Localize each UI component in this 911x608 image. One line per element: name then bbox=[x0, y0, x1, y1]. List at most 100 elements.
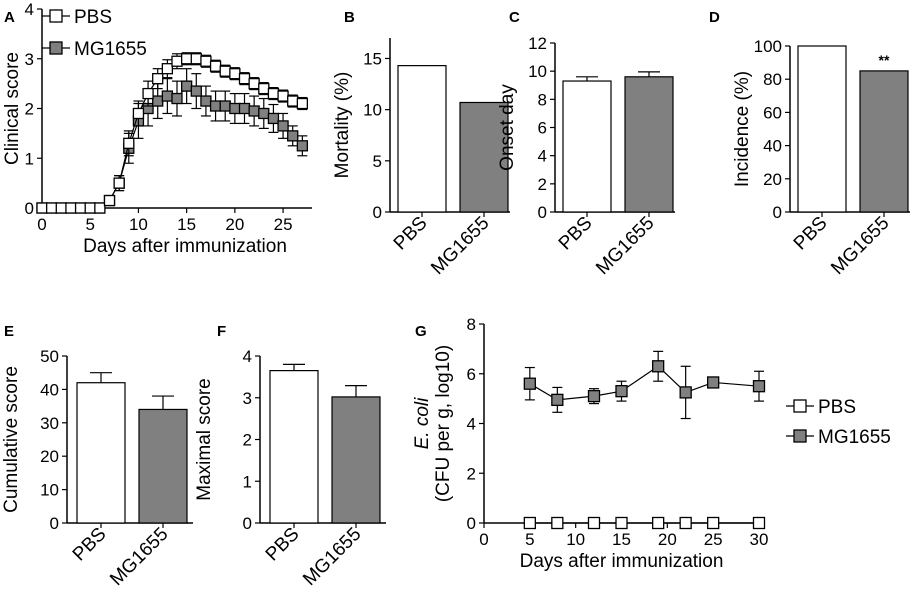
x-tick-label: 0 bbox=[479, 530, 488, 549]
panel-a: A 0 1 2 3 4 0 5 10 15 20 25 Days after immunization C… bbox=[2, 0, 312, 257]
y-tick-label: 40 bbox=[40, 380, 59, 399]
y-tick-label: 100 bbox=[754, 37, 782, 56]
marker-mg1655 bbox=[238, 102, 251, 115]
marker-pbs bbox=[652, 516, 665, 530]
x-tick-label: 10 bbox=[129, 215, 148, 234]
marker-mg1655 bbox=[161, 90, 174, 102]
marker-mg1655 bbox=[752, 380, 766, 393]
y-tick-label: 1 bbox=[25, 149, 34, 168]
marker-mg1655 bbox=[551, 393, 564, 407]
y-tick-label: 10 bbox=[528, 62, 547, 81]
category-label: MG1655 bbox=[106, 524, 172, 590]
panel-letter: C bbox=[509, 9, 520, 26]
y-tick-label: 8 bbox=[467, 315, 476, 334]
panel-g: G 0 2 4 6 8 0 5 10 15 20 25 30 Days after immunizatio… bbox=[412, 315, 891, 572]
legend: PBS MG1655 bbox=[42, 7, 147, 60]
marker-mg1655 bbox=[277, 120, 289, 132]
y-tick-label: 4 bbox=[467, 415, 476, 434]
y-tick-label: 0 bbox=[773, 203, 782, 222]
y-tick-label: 2 bbox=[243, 431, 252, 450]
marker-mg1655 bbox=[248, 105, 260, 117]
y-tick-label: 1 bbox=[243, 472, 252, 491]
marker-pbs bbox=[74, 202, 87, 214]
x-tick-label: 15 bbox=[612, 530, 631, 549]
y-tick-label: 20 bbox=[40, 447, 59, 466]
panel-letter: B bbox=[344, 9, 355, 26]
marker-pbs bbox=[132, 107, 145, 120]
y-tick-label: 12 bbox=[528, 34, 547, 53]
x-tick-label: 20 bbox=[658, 530, 677, 549]
category-label: PBS bbox=[555, 213, 597, 255]
y-tick-label: 2 bbox=[25, 100, 34, 119]
y-tick-label: 3 bbox=[25, 50, 34, 69]
x-tick-label: 25 bbox=[704, 530, 723, 549]
y-tick-label: 0 bbox=[467, 514, 476, 533]
marker-mg1655 bbox=[523, 377, 536, 390]
marker-pbs bbox=[219, 65, 231, 77]
category-label: MG1655 bbox=[299, 524, 365, 590]
y-tick-label: 15 bbox=[363, 49, 382, 68]
marker-mg1655 bbox=[587, 389, 601, 403]
panel-letter: F bbox=[217, 323, 226, 340]
legend-label: PBS bbox=[818, 397, 856, 418]
marker-pbs bbox=[36, 202, 48, 214]
bar-pbs bbox=[797, 45, 847, 213]
marker-pbs bbox=[229, 68, 241, 80]
y-tick-label: 6 bbox=[467, 365, 476, 384]
marker-mg1655 bbox=[793, 429, 807, 443]
marker-pbs bbox=[113, 177, 125, 189]
y-tick-label: 10 bbox=[40, 481, 59, 500]
series-mg1655 bbox=[36, 68, 309, 214]
y-tick-label: 0 bbox=[538, 203, 547, 222]
panel-letter: G bbox=[415, 323, 427, 340]
marker-pbs bbox=[65, 202, 77, 214]
y-tick-label: 0 bbox=[25, 199, 34, 218]
x-tick-label: 0 bbox=[37, 215, 46, 234]
x-tick-label: 5 bbox=[85, 215, 94, 234]
y-tick-label: 20 bbox=[763, 170, 782, 189]
y-tick-label: 3 bbox=[243, 389, 252, 408]
x-tick-label: 10 bbox=[566, 530, 585, 549]
marker-pbs bbox=[551, 516, 564, 530]
y-axis-title: Maximal score bbox=[194, 378, 215, 500]
marker-pbs bbox=[793, 399, 807, 413]
marker-mg1655 bbox=[652, 360, 665, 373]
marker-pbs bbox=[587, 516, 601, 530]
marker-pbs bbox=[152, 73, 164, 85]
x-tick-label: 30 bbox=[750, 530, 769, 549]
marker-mg1655 bbox=[267, 112, 280, 125]
series-mg1655 bbox=[523, 350, 766, 420]
marker-pbs bbox=[142, 87, 154, 100]
y-axis-title: Onset day bbox=[497, 84, 518, 171]
category-label: MG1655 bbox=[827, 213, 893, 279]
y-tick-label: 0 bbox=[373, 203, 382, 222]
marker-pbs bbox=[267, 87, 280, 100]
bar-pbs bbox=[397, 65, 447, 213]
marker-pbs bbox=[287, 95, 299, 107]
x-tick-label: 15 bbox=[177, 215, 196, 234]
y-axis-title: E. coli bbox=[412, 397, 433, 450]
marker-pbs bbox=[248, 77, 260, 90]
bar-mg1655 bbox=[138, 408, 188, 524]
y-tick-label: 4 bbox=[538, 147, 547, 166]
category-label: PBS bbox=[69, 524, 111, 566]
marker-pbs bbox=[238, 73, 251, 85]
category-label: MG1655 bbox=[592, 213, 658, 279]
marker-pbs bbox=[752, 516, 766, 530]
bar-mg1655 bbox=[331, 396, 381, 524]
x-tick-label: 5 bbox=[525, 530, 534, 549]
marker-pbs bbox=[615, 516, 628, 530]
marker-pbs bbox=[296, 97, 309, 110]
category-label: PBS bbox=[262, 524, 304, 566]
marker-mg1655 bbox=[615, 385, 628, 398]
marker-pbs bbox=[103, 194, 116, 207]
marker-mg1655 bbox=[296, 140, 309, 152]
bar-mg1655 bbox=[859, 70, 909, 213]
marker-mg1655 bbox=[49, 41, 63, 55]
marker-pbs bbox=[94, 202, 106, 214]
y-axis-title: Clinical score bbox=[2, 52, 23, 165]
